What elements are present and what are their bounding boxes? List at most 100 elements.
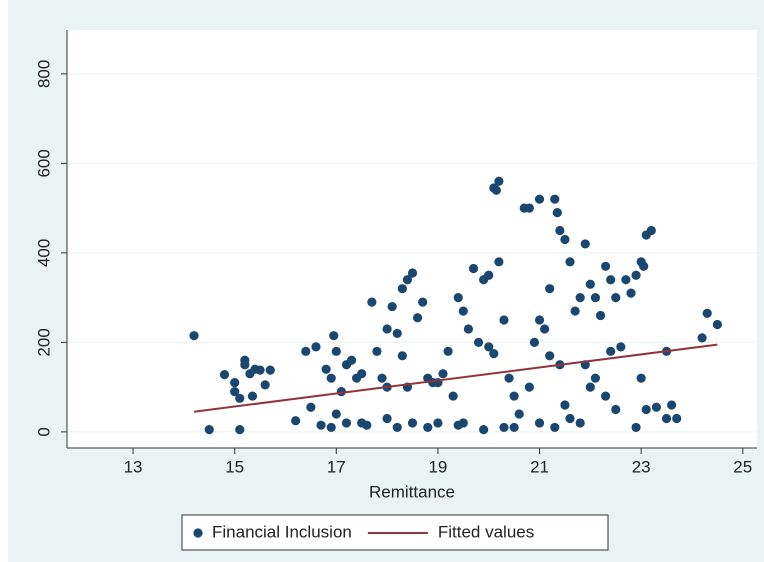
point	[230, 378, 240, 388]
point	[306, 402, 316, 412]
point	[494, 176, 504, 186]
x-tick-label: 19	[428, 457, 447, 476]
point	[357, 418, 367, 428]
point	[453, 293, 463, 303]
point	[661, 413, 672, 424]
point	[631, 270, 641, 280]
point	[402, 275, 413, 285]
point	[346, 355, 357, 365]
point	[504, 373, 514, 383]
point	[479, 425, 489, 435]
point	[509, 422, 519, 433]
x-tick-label: 13	[124, 457, 143, 476]
point	[534, 418, 545, 428]
point	[418, 297, 428, 307]
point	[639, 261, 649, 271]
point	[524, 382, 534, 392]
plot-area	[67, 30, 757, 448]
y-tick-label: 200	[34, 328, 53, 356]
point	[331, 409, 341, 419]
point	[412, 313, 423, 323]
point	[606, 346, 616, 356]
point	[585, 382, 595, 392]
point	[255, 365, 265, 375]
point	[230, 387, 240, 397]
point	[484, 342, 494, 352]
point	[575, 418, 585, 428]
point	[552, 207, 562, 218]
point	[423, 422, 433, 433]
point	[560, 234, 570, 245]
point	[575, 293, 585, 303]
point	[235, 425, 245, 435]
point	[570, 306, 580, 316]
point	[600, 261, 611, 271]
point	[240, 355, 250, 365]
point	[291, 416, 301, 426]
x-tick-label: 21	[530, 457, 549, 476]
point	[316, 420, 326, 430]
point	[712, 319, 722, 330]
point	[626, 288, 636, 298]
point	[301, 346, 311, 356]
point	[636, 373, 646, 383]
point	[219, 370, 230, 380]
y-tick-label: 600	[34, 149, 53, 177]
point	[545, 351, 555, 361]
point	[260, 380, 270, 390]
legend-marker	[193, 528, 203, 538]
point	[702, 308, 712, 318]
point	[621, 275, 631, 285]
point	[468, 263, 479, 274]
point	[590, 373, 601, 383]
point	[204, 425, 214, 435]
point	[550, 194, 560, 204]
point	[311, 342, 321, 352]
point	[611, 404, 621, 415]
point	[529, 337, 540, 347]
point	[641, 404, 651, 415]
point	[382, 413, 392, 424]
point	[329, 331, 339, 341]
point	[560, 400, 570, 410]
point	[392, 422, 402, 433]
point	[489, 348, 499, 359]
y-tick-label: 0	[34, 427, 53, 436]
point	[651, 402, 661, 412]
point	[595, 310, 606, 321]
point	[606, 275, 616, 285]
point	[397, 351, 407, 361]
x-tick-label: 23	[632, 457, 651, 476]
point	[372, 346, 382, 356]
point	[565, 257, 575, 267]
point	[555, 225, 565, 236]
point	[499, 315, 509, 325]
point	[499, 422, 509, 433]
fitted-line	[193, 343, 718, 413]
point	[611, 293, 621, 303]
point	[491, 185, 501, 195]
point	[189, 331, 199, 341]
point	[514, 409, 524, 419]
point	[331, 346, 341, 356]
point	[672, 413, 682, 424]
point	[433, 418, 443, 428]
point	[247, 391, 258, 401]
point	[600, 391, 611, 401]
x-tick-label: 15	[225, 457, 244, 476]
point	[321, 364, 331, 374]
point	[387, 301, 397, 312]
point	[392, 328, 402, 339]
point	[631, 422, 641, 433]
point	[438, 369, 448, 379]
point	[458, 306, 468, 316]
point	[357, 369, 367, 379]
point	[540, 324, 550, 334]
x-tick-label: 25	[733, 457, 752, 476]
point	[616, 342, 626, 352]
point	[534, 315, 545, 325]
point	[367, 297, 377, 307]
point	[407, 268, 418, 278]
point	[326, 422, 336, 433]
